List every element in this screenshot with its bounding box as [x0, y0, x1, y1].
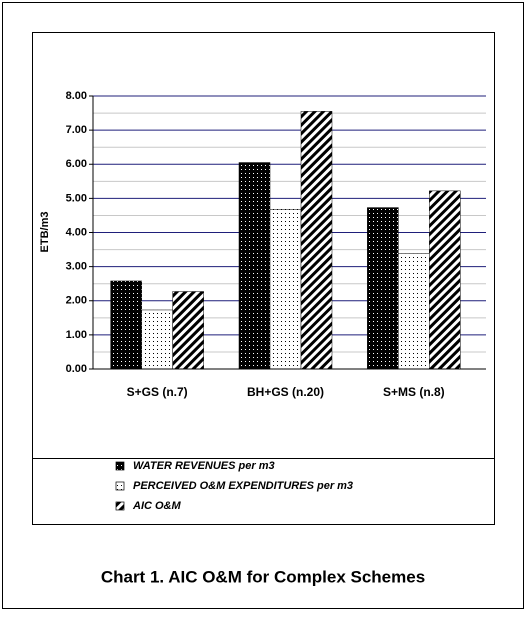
bar	[367, 207, 399, 370]
legend-marker	[115, 461, 125, 471]
chart-border	[32, 32, 495, 525]
y-tick-label: 6.00	[66, 158, 87, 170]
x-tick-label: BH+GS (n.20)	[247, 385, 324, 399]
y-tick-label: 2.00	[66, 295, 87, 307]
legend-marker	[115, 481, 125, 491]
legend-label: PERCEIVED O&M EXPENDITURES per m3	[133, 480, 353, 492]
legend-label: AIC O&M	[132, 500, 182, 512]
x-tick-label: S+MS (n.8)	[383, 385, 445, 399]
bar	[398, 253, 430, 370]
bar	[238, 162, 271, 370]
page-border	[2, 2, 524, 609]
bar	[269, 209, 302, 370]
bar	[141, 309, 173, 370]
y-tick-label: 8.00	[66, 90, 87, 102]
y-tick-label: 0.00	[66, 363, 87, 375]
y-tick-label: 7.00	[66, 124, 87, 136]
bar	[110, 280, 142, 370]
y-tick-label: 5.00	[66, 192, 87, 204]
x-tick-label: S+GS (n.7)	[127, 385, 188, 399]
legend-marker	[115, 501, 125, 511]
y-tick-label: 4.00	[66, 226, 87, 238]
y-tick-label: 1.00	[66, 329, 87, 341]
chart-title: Chart 1. AIC O&M for Complex Schemes	[101, 567, 425, 586]
legend-label: WATER REVENUES per m3	[133, 460, 275, 472]
bar	[300, 111, 333, 370]
bar	[429, 190, 461, 370]
bar	[172, 291, 204, 370]
y-axis-title: ETB/m3	[39, 212, 51, 253]
y-tick-label: 3.00	[66, 261, 87, 273]
